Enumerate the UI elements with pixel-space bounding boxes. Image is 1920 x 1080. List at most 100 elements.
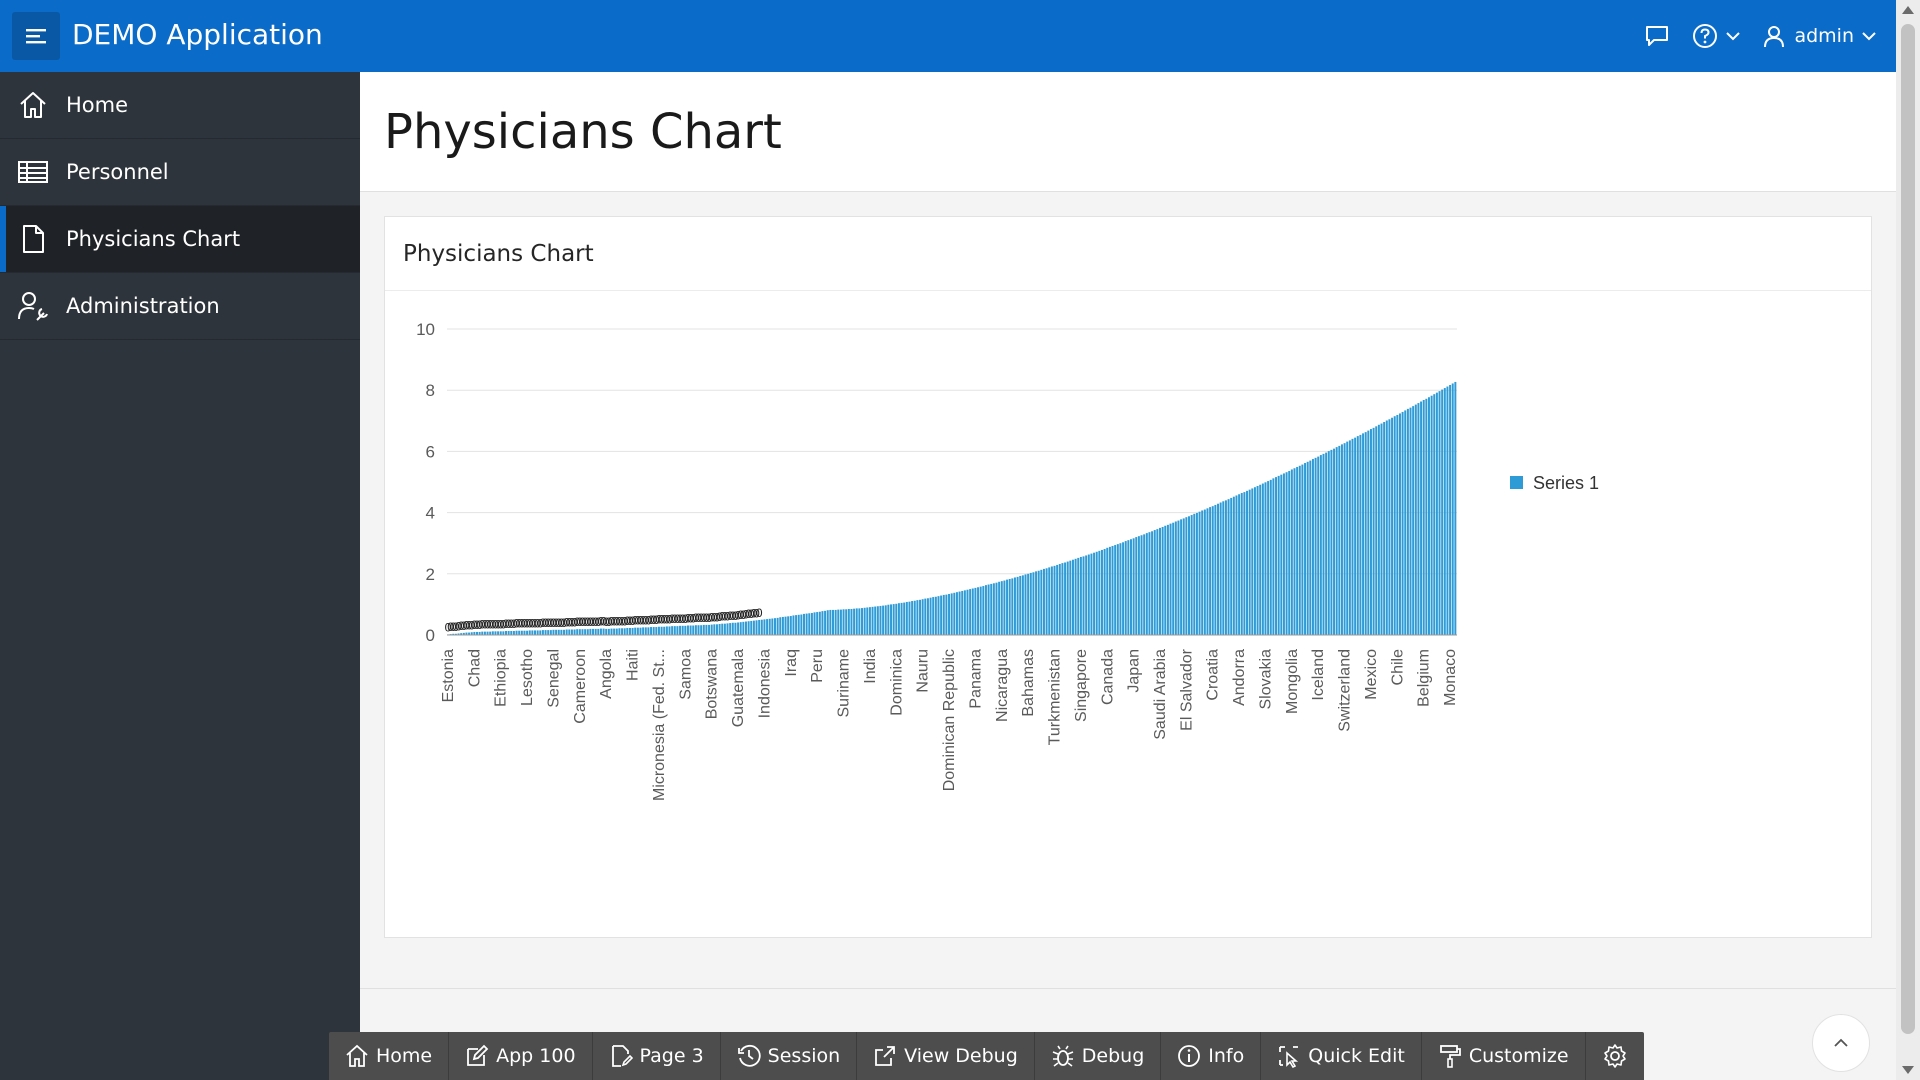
chart-bar: [613, 628, 616, 635]
chart-bar: [599, 628, 602, 635]
chart-bar: [1253, 487, 1256, 635]
x-tick-label: Bahamas: [1020, 649, 1037, 717]
chart-bar: [779, 617, 782, 635]
chart-bar: [1330, 449, 1333, 635]
chart-bar: [547, 630, 550, 635]
chart-bar: [505, 631, 507, 635]
dev-session-button[interactable]: Session: [721, 1032, 858, 1080]
document-icon: [16, 222, 50, 256]
chart-bar: [726, 623, 729, 635]
scroll-up-arrow[interactable]: [1902, 6, 1914, 14]
sidebar-item-home[interactable]: Home: [0, 72, 360, 139]
chart-bar: [628, 627, 631, 635]
data-label: 0: [671, 612, 678, 626]
title-bar: Physicians Chart: [360, 72, 1896, 192]
chart-bar: [774, 618, 776, 635]
chart-bar: [1016, 576, 1019, 635]
chart-bar: [597, 628, 600, 635]
help-menu-button[interactable]: [1692, 23, 1741, 49]
data-label: 0: [479, 618, 486, 632]
chart-bar: [887, 604, 890, 635]
chart-bar: [1449, 385, 1452, 635]
back-to-top-button[interactable]: [1812, 1014, 1870, 1072]
x-tick-label: Belgium: [1416, 649, 1433, 707]
chart-bar: [539, 630, 542, 635]
chart-bar: [1401, 411, 1404, 635]
data-label: 0: [450, 620, 457, 634]
chart-bar: [679, 625, 682, 635]
user-menu-button[interactable]: admin: [1762, 24, 1876, 48]
feedback-button[interactable]: [1644, 24, 1670, 48]
chart-bar: [990, 583, 993, 635]
data-label: 0: [540, 616, 547, 630]
chart-bar: [1248, 489, 1251, 635]
chart-bar: [1087, 554, 1090, 635]
dev-view-debug-button[interactable]: View Debug: [857, 1032, 1035, 1080]
chart-bar: [1174, 521, 1177, 635]
chart-bar: [1027, 573, 1030, 635]
data-label: 0: [640, 613, 647, 627]
data-label: 0: [735, 608, 742, 622]
chart-bar: [1438, 391, 1441, 635]
dev-customize-button[interactable]: Customize: [1422, 1032, 1586, 1080]
data-label: 0: [624, 614, 631, 628]
dev-quick-edit-button[interactable]: Quick Edit: [1261, 1032, 1422, 1080]
data-label: 0: [658, 613, 665, 627]
dev-home-label: Home: [376, 1045, 433, 1067]
scroll-down-arrow[interactable]: [1902, 1066, 1914, 1074]
chart-bar: [1064, 562, 1067, 635]
chart-bar: [1100, 549, 1103, 635]
x-tick-label: Japan: [1126, 649, 1143, 693]
dev-info-button[interactable]: Info: [1161, 1032, 1262, 1080]
dev-settings-button[interactable]: [1586, 1032, 1644, 1080]
chart-bar: [1108, 546, 1111, 635]
menu-toggle-button[interactable]: [12, 12, 60, 60]
sidebar-item-physicians-chart[interactable]: Physicians Chart: [0, 206, 360, 273]
data-label: 0: [714, 610, 721, 624]
chart-bar: [1172, 522, 1175, 635]
y-tick-label: 4: [426, 504, 435, 523]
chart-bar: [832, 609, 834, 635]
chart-bar: [523, 630, 526, 635]
chart-bar: [1443, 388, 1446, 635]
chart-bar: [605, 628, 608, 635]
chart-bar: [494, 631, 497, 635]
data-label: 0: [495, 617, 502, 631]
x-tick-label: Switzerland: [1337, 649, 1354, 732]
chart-bar: [1398, 413, 1401, 635]
chart-bar: [1021, 575, 1024, 635]
chart-bar: [1169, 523, 1172, 635]
data-label: 0: [584, 615, 591, 629]
home-icon: [16, 88, 50, 122]
dev-page-button[interactable]: Page 3: [593, 1032, 721, 1080]
vertical-scrollbar[interactable]: [1896, 0, 1920, 1080]
dev-app-button[interactable]: App 100: [449, 1032, 593, 1080]
chart-bar: [1391, 417, 1394, 635]
data-label: 0: [700, 611, 707, 625]
chart-bar: [1430, 395, 1433, 635]
chart-bar: [1188, 516, 1190, 635]
chart-bar: [1029, 572, 1032, 635]
chart-bar: [1035, 571, 1038, 635]
sidebar-item-personnel[interactable]: Personnel: [0, 139, 360, 206]
chart-bar: [792, 615, 795, 635]
chart-bar: [1267, 481, 1270, 635]
sidebar-item-label: Administration: [66, 294, 220, 318]
app-title[interactable]: DEMO Application: [72, 18, 323, 51]
chart-bar: [908, 601, 911, 635]
dev-debug-button[interactable]: Debug: [1035, 1032, 1162, 1080]
data-label: 0: [487, 618, 494, 632]
cursor-icon: [1279, 1046, 1299, 1068]
sidebar-item-administration[interactable]: Administration: [0, 273, 360, 340]
chart-bar: [1177, 520, 1180, 635]
data-label: 0: [574, 615, 581, 629]
dev-home-button[interactable]: Home: [329, 1032, 450, 1080]
chart-bar: [1111, 545, 1114, 635]
chart-bar: [481, 631, 484, 635]
scroll-thumb[interactable]: [1901, 24, 1915, 1034]
chart-bar: [1369, 429, 1372, 635]
chart-bar: [573, 629, 576, 635]
chart-bar: [491, 631, 494, 635]
user-wrench-icon: [16, 289, 50, 323]
chart-bar: [1285, 472, 1288, 635]
